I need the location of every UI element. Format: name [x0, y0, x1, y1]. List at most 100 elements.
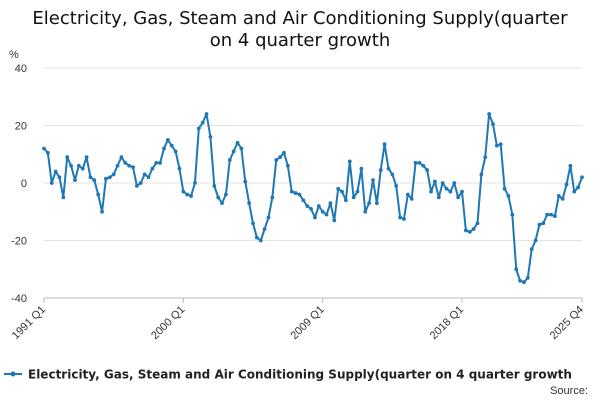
data-point [305, 204, 310, 208]
data-point [367, 201, 372, 206]
chart-title-line-1: Electricity, Gas, Steam and Air Conditio… [32, 8, 568, 29]
data-point [119, 155, 124, 160]
data-point [138, 181, 143, 185]
data-point [347, 159, 352, 164]
data-point [262, 227, 267, 231]
data-point [169, 143, 174, 148]
data-point [208, 135, 213, 139]
data-point [436, 195, 441, 200]
data-point [553, 214, 557, 218]
data-point [452, 181, 457, 185]
data-point [475, 221, 480, 226]
source-label: Source: [550, 385, 588, 397]
data-point [220, 201, 224, 206]
data-point [53, 169, 58, 174]
data-point [463, 228, 468, 233]
data-point [405, 192, 410, 197]
data-point [69, 163, 73, 168]
data-point [491, 122, 495, 126]
data-point [568, 163, 573, 168]
data-point [146, 175, 151, 180]
data-point [150, 166, 155, 171]
data-point [448, 189, 453, 194]
data-point [576, 185, 581, 190]
data-point [251, 221, 255, 226]
y-tick-label: 40 [15, 63, 27, 75]
data-point [471, 227, 476, 231]
data-point [340, 189, 344, 194]
data-point [104, 176, 108, 181]
x-tick-label: 1991 Q1 [10, 304, 48, 342]
data-point [402, 217, 406, 221]
x-axis: 1991 Q1 2000 Q1 2009 Q1 2018 Q1 2025 Q4 [10, 297, 586, 342]
data-point [254, 235, 259, 240]
data-point [200, 120, 205, 125]
data-point [514, 267, 519, 272]
data-point [572, 189, 577, 194]
data-point [227, 158, 232, 162]
data-point [80, 166, 85, 171]
data-point [231, 149, 236, 154]
data-point [433, 179, 437, 184]
data-point [343, 198, 348, 203]
x-tick-label: 2000 Q1 [149, 304, 187, 342]
data-point [266, 215, 271, 220]
data-point [196, 126, 201, 131]
data-point [359, 166, 364, 171]
data-point [111, 172, 116, 177]
data-point [425, 168, 430, 172]
data-point [127, 163, 132, 168]
y-axis-unit: % [9, 49, 19, 61]
data-point [258, 238, 263, 243]
data-point [313, 215, 317, 220]
data-point [293, 191, 298, 195]
data-point [394, 183, 399, 188]
data-point [525, 275, 530, 280]
data-point [421, 163, 426, 168]
data-point [390, 172, 395, 177]
data-point [189, 194, 193, 198]
data-point [506, 194, 511, 198]
data-point [351, 195, 356, 200]
data-point [76, 163, 81, 168]
data-point [162, 146, 166, 151]
data-point [549, 212, 553, 217]
data-point [274, 158, 279, 162]
data-point [212, 183, 217, 188]
data-point [309, 206, 313, 211]
data-point [328, 201, 333, 206]
data-point [363, 209, 368, 214]
data-point [123, 160, 128, 165]
data-point [282, 150, 286, 155]
data-point [479, 172, 484, 177]
data-point [158, 160, 163, 165]
data-point [181, 189, 186, 194]
data-point [460, 189, 464, 194]
gridlines [44, 67, 582, 299]
series-line [43, 113, 583, 284]
data-point [73, 178, 77, 183]
data-point [42, 146, 46, 151]
data-point [502, 186, 507, 191]
data-point [193, 181, 197, 185]
y-axis-ticks: 40 20 0 -20 -40 [11, 63, 27, 305]
data-point [494, 143, 499, 148]
data-point [487, 112, 492, 116]
data-point [45, 150, 50, 155]
data-point [61, 195, 66, 200]
data-point [107, 175, 112, 180]
data-point [332, 218, 337, 223]
y-tick-label: -40 [11, 293, 27, 305]
data-point [165, 137, 170, 142]
data-point [65, 155, 70, 160]
data-point [355, 189, 360, 194]
data-point [216, 195, 221, 200]
data-point [142, 172, 147, 177]
y-tick-label: 0 [21, 178, 27, 190]
data-point [235, 140, 240, 145]
data-point [556, 194, 561, 198]
data-point [243, 179, 248, 184]
data-point [154, 160, 159, 165]
data-point [374, 201, 379, 206]
